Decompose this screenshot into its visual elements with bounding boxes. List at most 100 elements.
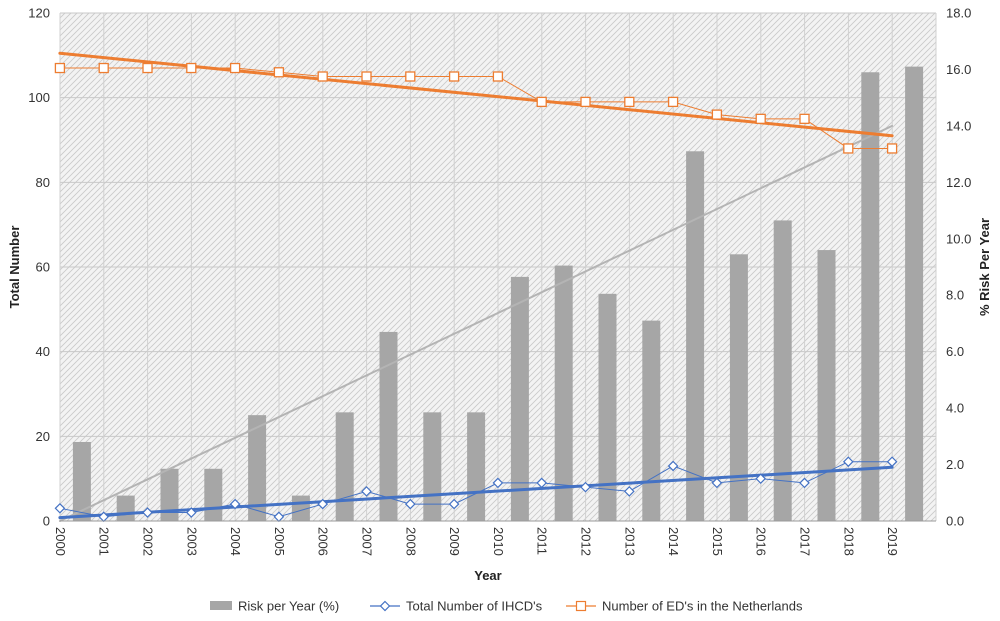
y-right-tick-label: 14.0 — [946, 118, 971, 133]
y-axis-right-title: % Risk Per Year — [977, 218, 992, 316]
bar — [598, 293, 617, 521]
bar — [905, 66, 924, 521]
y-left-tick-label: 0 — [43, 514, 50, 529]
trendline — [58, 124, 894, 522]
y-left-tick-label: 100 — [28, 90, 50, 105]
y-left-tick-label: 20 — [36, 429, 50, 444]
x-tick-label: 2017 — [798, 527, 813, 556]
data-point-square — [886, 143, 898, 154]
data-point-square — [667, 96, 679, 108]
bar — [116, 495, 135, 521]
bar — [248, 415, 267, 521]
data-point-diamond — [580, 481, 591, 493]
series-line — [59, 461, 893, 518]
bar — [72, 441, 91, 521]
x-tick-label: 2011 — [535, 527, 550, 555]
y-right-tick-label: 4.0 — [946, 401, 964, 416]
bar — [467, 412, 486, 521]
data-point-square — [799, 113, 810, 124]
y-left-tick-label: 80 — [36, 175, 50, 190]
trendline — [58, 465, 894, 520]
bar — [379, 331, 398, 521]
data-point-diamond — [799, 477, 810, 489]
y-right-tick-label: 10.0 — [946, 231, 971, 246]
x-tick-label: 2012 — [579, 527, 594, 556]
x-tick-label: 2007 — [360, 527, 375, 556]
x-tick-label: 2008 — [403, 527, 418, 556]
data-point-diamond — [842, 456, 854, 468]
line-series — [54, 62, 898, 523]
y-right-tick-label: 18.0 — [946, 6, 971, 21]
data-point-square — [536, 96, 547, 108]
data-point-square — [492, 71, 504, 82]
data-point-diamond — [404, 498, 416, 510]
gridlines — [59, 12, 937, 522]
x-tick-label: 2018 — [841, 527, 856, 556]
x-tick-label: 2014 — [666, 527, 681, 556]
data-point-diamond — [492, 477, 504, 489]
data-point-diamond — [623, 486, 635, 497]
x-tick-label: 2005 — [272, 527, 287, 556]
data-point-square — [448, 71, 460, 82]
bar — [642, 320, 661, 521]
legend: Risk per Year (%) Total Number of IHCD's N… — [210, 599, 803, 614]
bar — [861, 72, 880, 522]
data-point-square — [317, 71, 328, 82]
x-tick-label: 2019 — [885, 527, 900, 556]
data-point-square — [580, 96, 591, 108]
data-point-diamond — [711, 477, 723, 489]
bar — [423, 412, 442, 521]
data-point-diamond — [886, 456, 898, 468]
data-point-square — [54, 62, 66, 74]
legend-marker-diamond — [379, 600, 391, 612]
y-right-tick-label: 2.0 — [946, 457, 964, 472]
data-point-square — [624, 96, 635, 108]
data-point-diamond — [229, 498, 241, 510]
data-point-square — [186, 62, 197, 74]
bar — [554, 265, 573, 521]
bar — [204, 468, 223, 521]
data-point-square — [273, 67, 285, 78]
bar-series — [72, 66, 924, 522]
y-left-tick-label: 40 — [36, 344, 50, 359]
x-tick-label: 2000 — [53, 527, 68, 556]
axes: 0 20 40 60 80 100 120 0.0 2.0 4.0 6.0 8.0 10.0 12.0 14… — [28, 6, 971, 556]
bar — [729, 254, 748, 522]
x-tick-label: 2013 — [622, 527, 637, 556]
y-right-tick-label: 0.0 — [946, 514, 964, 529]
y-left-tick-label: 120 — [28, 6, 50, 21]
trendlines — [58, 51, 894, 522]
bar — [686, 151, 705, 522]
legend-swatch-bar — [210, 601, 232, 610]
trendline — [58, 51, 894, 138]
y-right-tick-label: 6.0 — [946, 344, 964, 359]
bar — [335, 412, 354, 521]
data-point-square — [405, 71, 416, 82]
bar — [817, 250, 836, 522]
data-point-square — [843, 143, 854, 154]
data-point-square — [98, 62, 109, 74]
legend-marker-square — [575, 600, 587, 612]
data-point-square — [361, 71, 372, 82]
x-tick-label: 2015 — [710, 527, 725, 556]
x-tick-label: 2016 — [754, 527, 769, 556]
x-tick-label: 2006 — [316, 527, 331, 556]
y-axis-left-title: Total Number — [7, 226, 22, 309]
data-point-diamond — [54, 502, 66, 514]
x-axis-title: Year — [474, 568, 501, 583]
bar — [510, 276, 529, 521]
x-tick-label: 2010 — [491, 527, 506, 556]
data-point-diamond — [185, 507, 197, 518]
y-right-tick-label: 12.0 — [946, 175, 971, 190]
data-point-diamond — [142, 507, 153, 518]
x-tick-label: 2001 — [97, 527, 112, 556]
y-right-tick-label: 16.0 — [946, 62, 971, 77]
data-point-diamond — [667, 460, 679, 472]
data-point-diamond — [361, 486, 372, 497]
series-line — [59, 67, 893, 149]
data-point-square — [755, 113, 766, 124]
x-tick-label: 2002 — [141, 527, 156, 556]
data-point-diamond — [448, 498, 460, 510]
data-point-diamond — [755, 473, 767, 485]
